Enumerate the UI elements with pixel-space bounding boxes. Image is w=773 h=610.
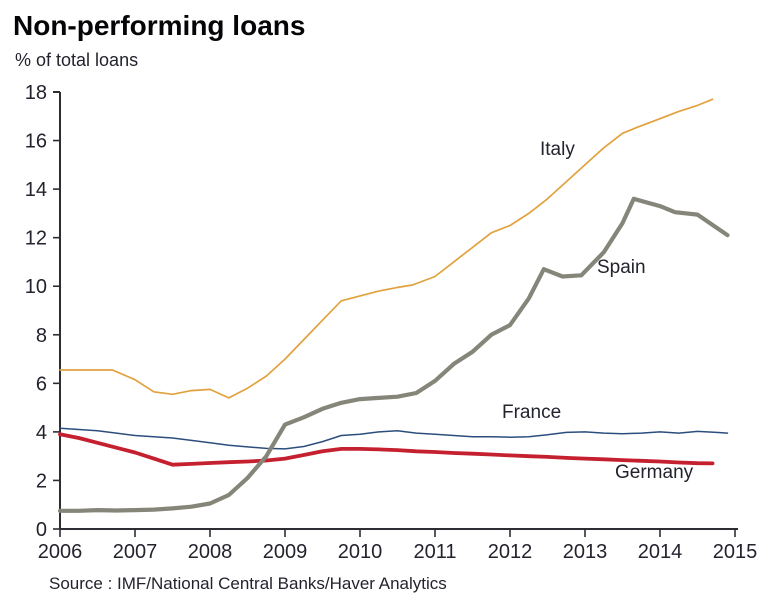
y-tick-label: 6 [36,373,47,395]
series-label-germany: Germany [615,462,694,483]
y-tick-label: 16 [25,131,47,153]
chart-title: Non-performing loans [13,10,306,41]
y-tick-label: 18 [25,82,47,104]
x-tick-label: 2014 [638,541,683,563]
y-tick-label: 12 [25,228,47,250]
spain-line [57,196,730,513]
italy-line [59,98,714,399]
germany-line [58,432,715,467]
x-tick-label: 2013 [563,541,608,563]
x-tick-label: 2010 [338,541,383,563]
x-tick-label: 2009 [263,541,308,563]
x-tick-label: 2011 [413,541,456,563]
x-tick-label: 2007 [113,541,158,563]
x-tick-label: 2006 [38,541,83,563]
y-tick-label: 0 [36,519,47,541]
series-label-spain: Spain [597,257,646,278]
series-label-france: France [502,402,562,423]
y-tick-label: 4 [36,422,47,444]
y-tick-label: 14 [25,179,47,201]
x-tick-label: 2008 [188,541,233,563]
source-text: Source : IMF/National Central Banks/Have… [49,574,447,593]
y-tick-label: 10 [25,276,47,298]
series-label-italy: Italy [540,139,575,160]
y-tick-label: 2 [36,470,47,492]
france-line [59,427,729,450]
y-tick-label: 8 [36,325,47,347]
chart-subtitle: % of total loans [15,50,139,70]
x-tick-label: 2012 [488,541,533,563]
x-tick-label: 2015 [713,541,758,563]
